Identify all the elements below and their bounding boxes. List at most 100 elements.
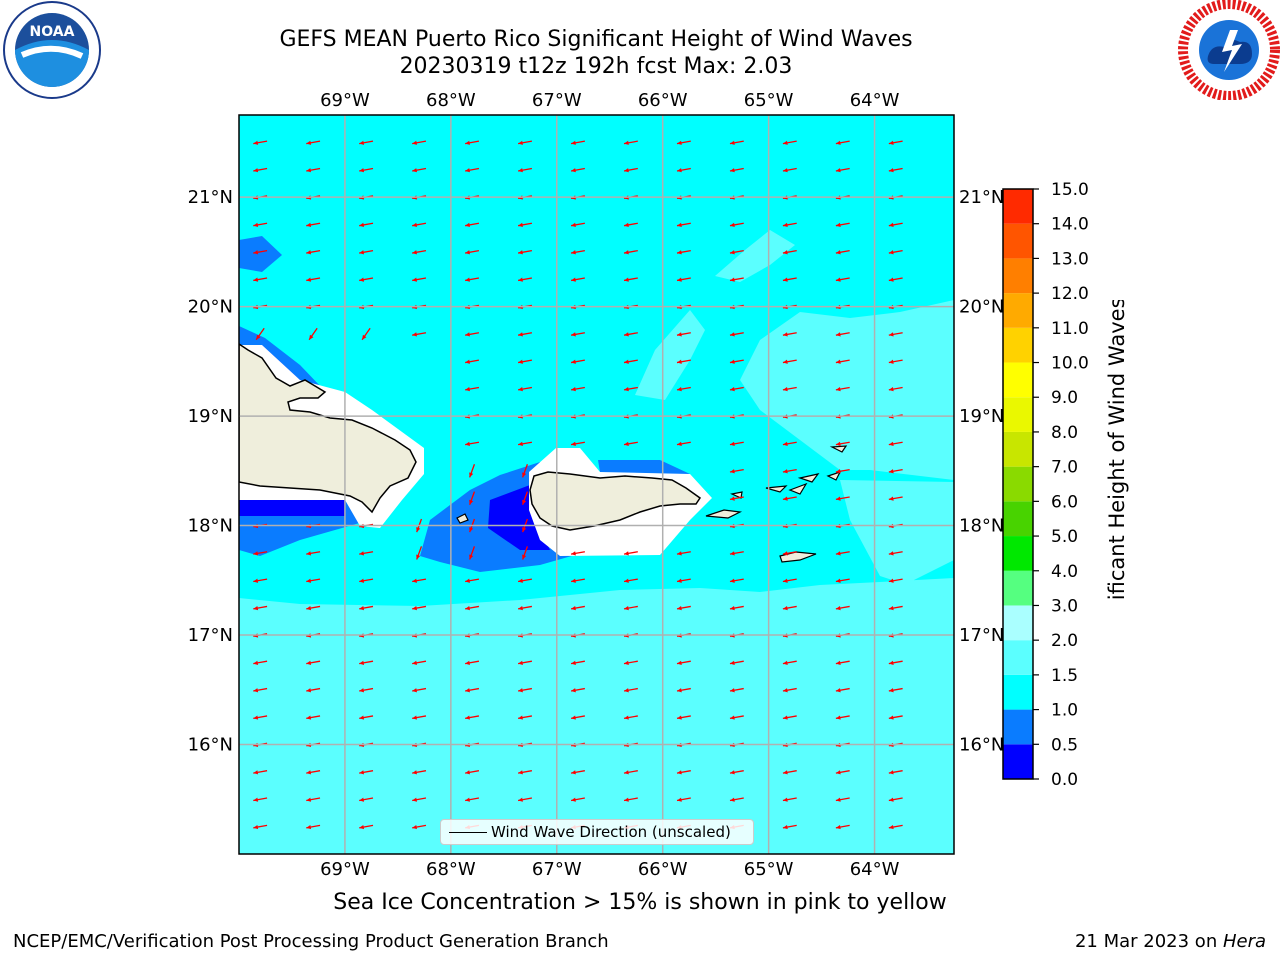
wave-band-0.0-0.5-hispaniola	[239, 500, 345, 516]
wind-wave-arrowhead	[465, 770, 470, 775]
colorbar-tick-label: 12.0	[1051, 284, 1089, 304]
wind-wave-arrowhead	[835, 387, 841, 392]
wind-wave-arrowhead	[835, 824, 841, 830]
wind-wave-arrowhead	[888, 551, 894, 556]
colorbar-segment	[1003, 327, 1033, 363]
wind-wave-arrowhead	[729, 770, 735, 775]
wind-wave-arrowhead	[782, 277, 788, 282]
wind-wave-arrowhead	[412, 578, 418, 583]
wind-wave-arrowhead	[624, 222, 629, 228]
wind-wave-arrowhead	[469, 554, 474, 560]
lon-tick-label-bottom: 67°W	[532, 859, 582, 880]
wind-wave-arrowhead	[412, 824, 418, 830]
wind-wave-arrowhead	[676, 387, 682, 392]
wind-wave-arrowhead	[469, 472, 474, 478]
wind-wave-arrowhead	[624, 387, 629, 392]
wind-wave-arrowhead	[518, 277, 523, 282]
wind-wave-arrowhead	[465, 168, 470, 173]
wind-wave-arrowhead	[359, 824, 365, 830]
wind-wave-arrowhead	[676, 688, 682, 693]
colorbar-frame	[1002, 188, 1034, 780]
footer-date: 21 Mar 2023 on Hera	[1075, 931, 1266, 952]
colorbar-segment	[1003, 223, 1033, 259]
lon-tick-label-bottom: 66°W	[638, 859, 688, 880]
wind-wave-arrowhead	[522, 527, 527, 533]
wind-wave-arrowhead	[253, 605, 259, 611]
lat-tick-label-left: 16°N	[188, 735, 233, 756]
lon-tick-label-bottom: 69°W	[320, 859, 370, 880]
wind-wave-arrowhead	[729, 605, 735, 611]
wave-band-1.5-2.0-northeast	[740, 300, 954, 480]
wind-wave-arrowhead	[782, 660, 788, 665]
wind-wave-arrowhead	[359, 140, 365, 145]
wind-wave-arrowhead	[782, 551, 788, 556]
wind-wave-arrowhead	[571, 770, 576, 775]
wind-wave-arrowhead	[465, 222, 470, 228]
wind-wave-arrowhead	[518, 605, 523, 611]
wind-wave-arrowhead	[253, 140, 259, 145]
wind-wave-arrowhead	[518, 168, 523, 173]
wind-wave-arrowhead	[412, 715, 418, 720]
lat-tick-label-left: 17°N	[188, 625, 233, 646]
colorbar-segment	[1003, 466, 1033, 502]
colorbar-tick-label: 0.5	[1051, 735, 1078, 755]
wind-wave-arrowhead	[835, 797, 841, 802]
wind-wave-arrowhead	[362, 334, 367, 340]
colorbar-segment	[1003, 605, 1033, 641]
wind-wave-arrowhead	[465, 140, 470, 145]
wind-wave-arrowhead	[729, 332, 735, 337]
wind-wave-arrowhead	[729, 250, 735, 255]
colorbar: 0.0 0.5 1.0 1.5 2.0 3.0 4.0 5.0 6.0 7.0 8.0 9.0 10.0…	[1002, 180, 1089, 790]
lat-tick-label-right: 21°N	[959, 187, 1004, 208]
wind-wave-arrowhead	[571, 660, 576, 665]
wind-wave-arrowhead	[571, 688, 576, 693]
lat-labels-left: 16°N 17°N 18°N 19°N 20°N 21°N	[188, 187, 233, 755]
wind-wave-arrowhead	[888, 140, 894, 145]
wind-wave-arrowhead	[676, 578, 682, 583]
wind-wave-arrowhead	[888, 605, 894, 611]
wind-wave-arrowhead	[253, 770, 259, 775]
lon-tick-label-top: 66°W	[638, 90, 688, 111]
wind-wave-arrowhead	[571, 387, 576, 392]
wind-wave-arrowhead	[571, 441, 576, 446]
wave-band-0.5-1.0-pr-north	[598, 460, 690, 476]
wind-wave-arrowhead	[782, 140, 788, 145]
wind-wave-arrowhead	[571, 140, 576, 145]
wind-wave-arrowhead	[306, 824, 312, 830]
wind-wave-arrowhead	[782, 824, 788, 830]
wind-wave-arrowhead	[412, 277, 418, 282]
wind-wave-arrowhead	[253, 715, 259, 720]
chart-title: GEFS MEAN Puerto Rico Significant Height…	[279, 27, 913, 52]
wind-wave-arrowhead	[518, 332, 523, 337]
wind-wave-arrowhead	[888, 660, 894, 665]
colorbar-segment	[1003, 397, 1033, 432]
wind-wave-arrowhead	[571, 168, 576, 173]
wind-wave-arrowhead	[676, 359, 682, 364]
wave-band-0.0-0.5-mona	[488, 485, 550, 550]
colorbar-tick-label: 14.0	[1051, 215, 1089, 235]
colorbar-tick-label: 4.0	[1051, 562, 1078, 582]
wind-wave-arrowhead	[624, 660, 629, 665]
lat-tick-label-right: 19°N	[959, 406, 1004, 427]
wind-wave-arrowhead	[835, 688, 841, 693]
wind-wave-arrowhead	[571, 605, 576, 611]
wind-wave-arrowhead	[518, 660, 523, 665]
wind-wave-arrowhead	[253, 551, 259, 556]
wind-wave-arrowhead	[782, 496, 788, 501]
wind-wave-arrowhead	[412, 140, 418, 145]
wind-wave-arrowhead	[835, 660, 841, 665]
wave-band-1.5-2.0-patch2	[715, 230, 795, 282]
wind-wave-arrowhead	[518, 441, 523, 446]
wind-wave-arrowhead	[416, 527, 421, 533]
wind-wave-arrowhead	[676, 797, 682, 802]
lat-tick-label-left: 18°N	[188, 516, 233, 537]
colorbar-segment	[1003, 189, 1033, 224]
wind-wave-arrowhead	[253, 688, 259, 693]
lat-tick-label-right: 16°N	[959, 735, 1004, 756]
wind-wave-arrowhead	[624, 250, 629, 255]
wind-wave-arrowhead	[469, 499, 474, 505]
lat-tick-label-left: 21°N	[188, 187, 233, 208]
wind-wave-arrowhead	[416, 554, 421, 560]
wind-wave-arrowhead	[676, 332, 682, 337]
colorbar-tick-label: 5.0	[1051, 527, 1078, 547]
